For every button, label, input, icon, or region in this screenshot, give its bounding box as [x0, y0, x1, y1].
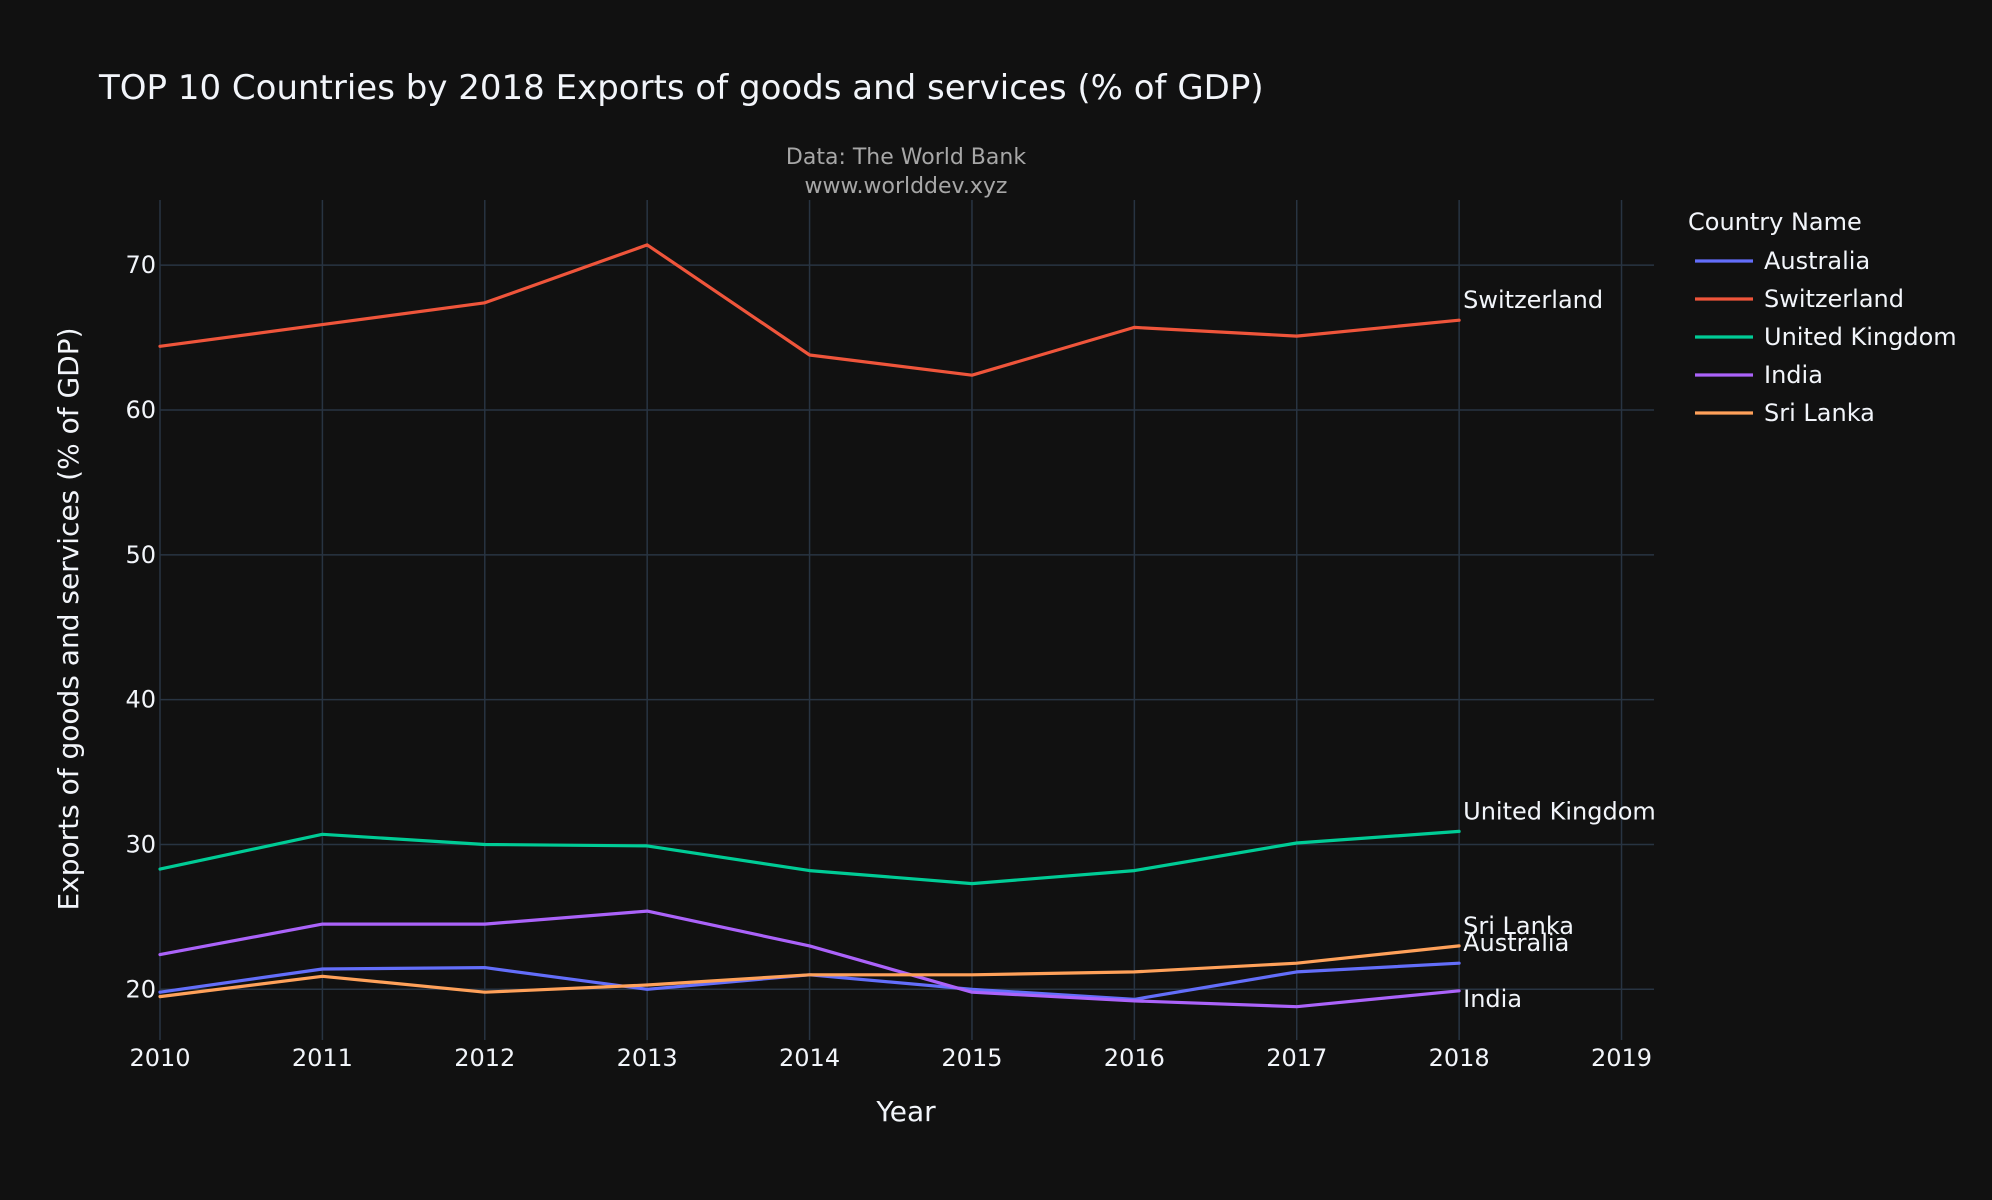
series-end-label: India: [1463, 985, 1522, 1013]
x-axis-title: Year: [875, 1095, 936, 1128]
legend: Country Name Australia Switzerland United …: [1688, 208, 1957, 427]
x-tick-label: 2019: [1591, 1044, 1652, 1072]
series-end-label: Australia: [1463, 929, 1569, 957]
legend-item-label: Australia: [1764, 247, 1870, 275]
x-tick-label: 2016: [1104, 1044, 1165, 1072]
series-end-label: United Kingdom: [1463, 797, 1656, 825]
series-end-labels: Australia Switzerland United Kingdom India S…: [1463, 286, 1656, 1013]
series-end-label: Sri Lanka: [1463, 912, 1574, 940]
series-lines: [158, 243, 1461, 1009]
series-end-label: Switzerland: [1463, 286, 1603, 314]
x-tick-label: 2013: [617, 1044, 678, 1072]
x-tick-label: 2015: [941, 1044, 1002, 1072]
y-tick-label: 30: [125, 830, 156, 858]
y-tick-label: 20: [125, 975, 156, 1003]
chart-subtitle-url: www.worlddev.xyz: [805, 174, 1008, 199]
y-tick-label: 50: [125, 541, 156, 569]
y-tick-label: 40: [125, 686, 156, 714]
x-tick-label: 2010: [129, 1044, 190, 1072]
legend-item-label: India: [1764, 361, 1823, 389]
x-tick-label: 2017: [1266, 1044, 1327, 1072]
axis-ticks: 2010 2011 2012 2013 2014 2015 2016 2017 2018 2019…: [125, 251, 1652, 1072]
legend-title: Country Name: [1688, 208, 1862, 236]
y-tick-label: 70: [125, 251, 156, 279]
legend-item-label: United Kingdom: [1764, 323, 1957, 351]
x-tick-label: 2012: [454, 1044, 515, 1072]
y-axis-title: Exports of goods and services (% of GDP): [52, 327, 85, 910]
x-tick-label: 2014: [779, 1044, 840, 1072]
chart-subtitle-source: Data: The World Bank: [786, 145, 1026, 170]
legend-item-label: Sri Lanka: [1764, 399, 1875, 427]
legend-item-label: Switzerland: [1764, 285, 1904, 313]
gridlines: [159, 200, 1654, 1040]
chart-title: TOP 10 Countries by 2018 Exports of good…: [98, 68, 1264, 108]
x-tick-label: 2011: [292, 1044, 353, 1072]
x-tick-label: 2018: [1429, 1044, 1490, 1072]
y-tick-label: 60: [125, 396, 156, 424]
